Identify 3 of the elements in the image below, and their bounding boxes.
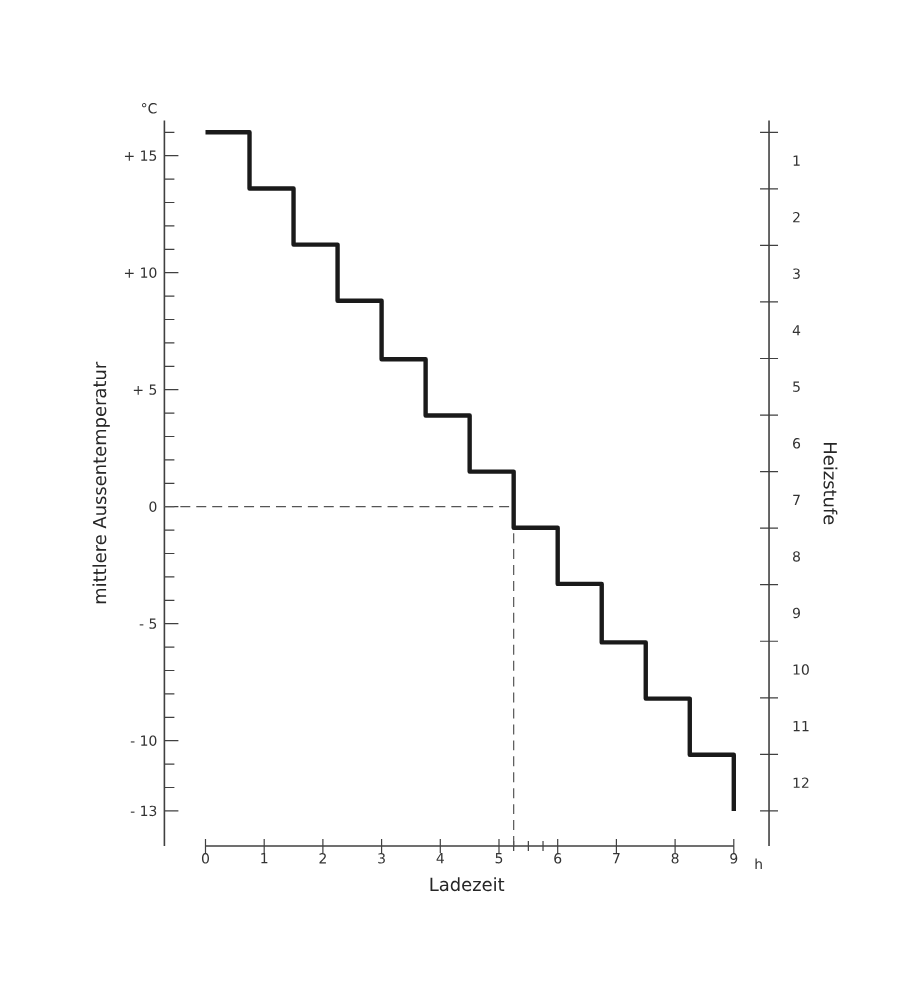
y2-axis-title: Heizstufe — [823, 443, 838, 525]
x-axis-title: Ladezeit — [430, 877, 505, 892]
y-axis-title: mittlere Aussentemperatur — [92, 361, 110, 604]
